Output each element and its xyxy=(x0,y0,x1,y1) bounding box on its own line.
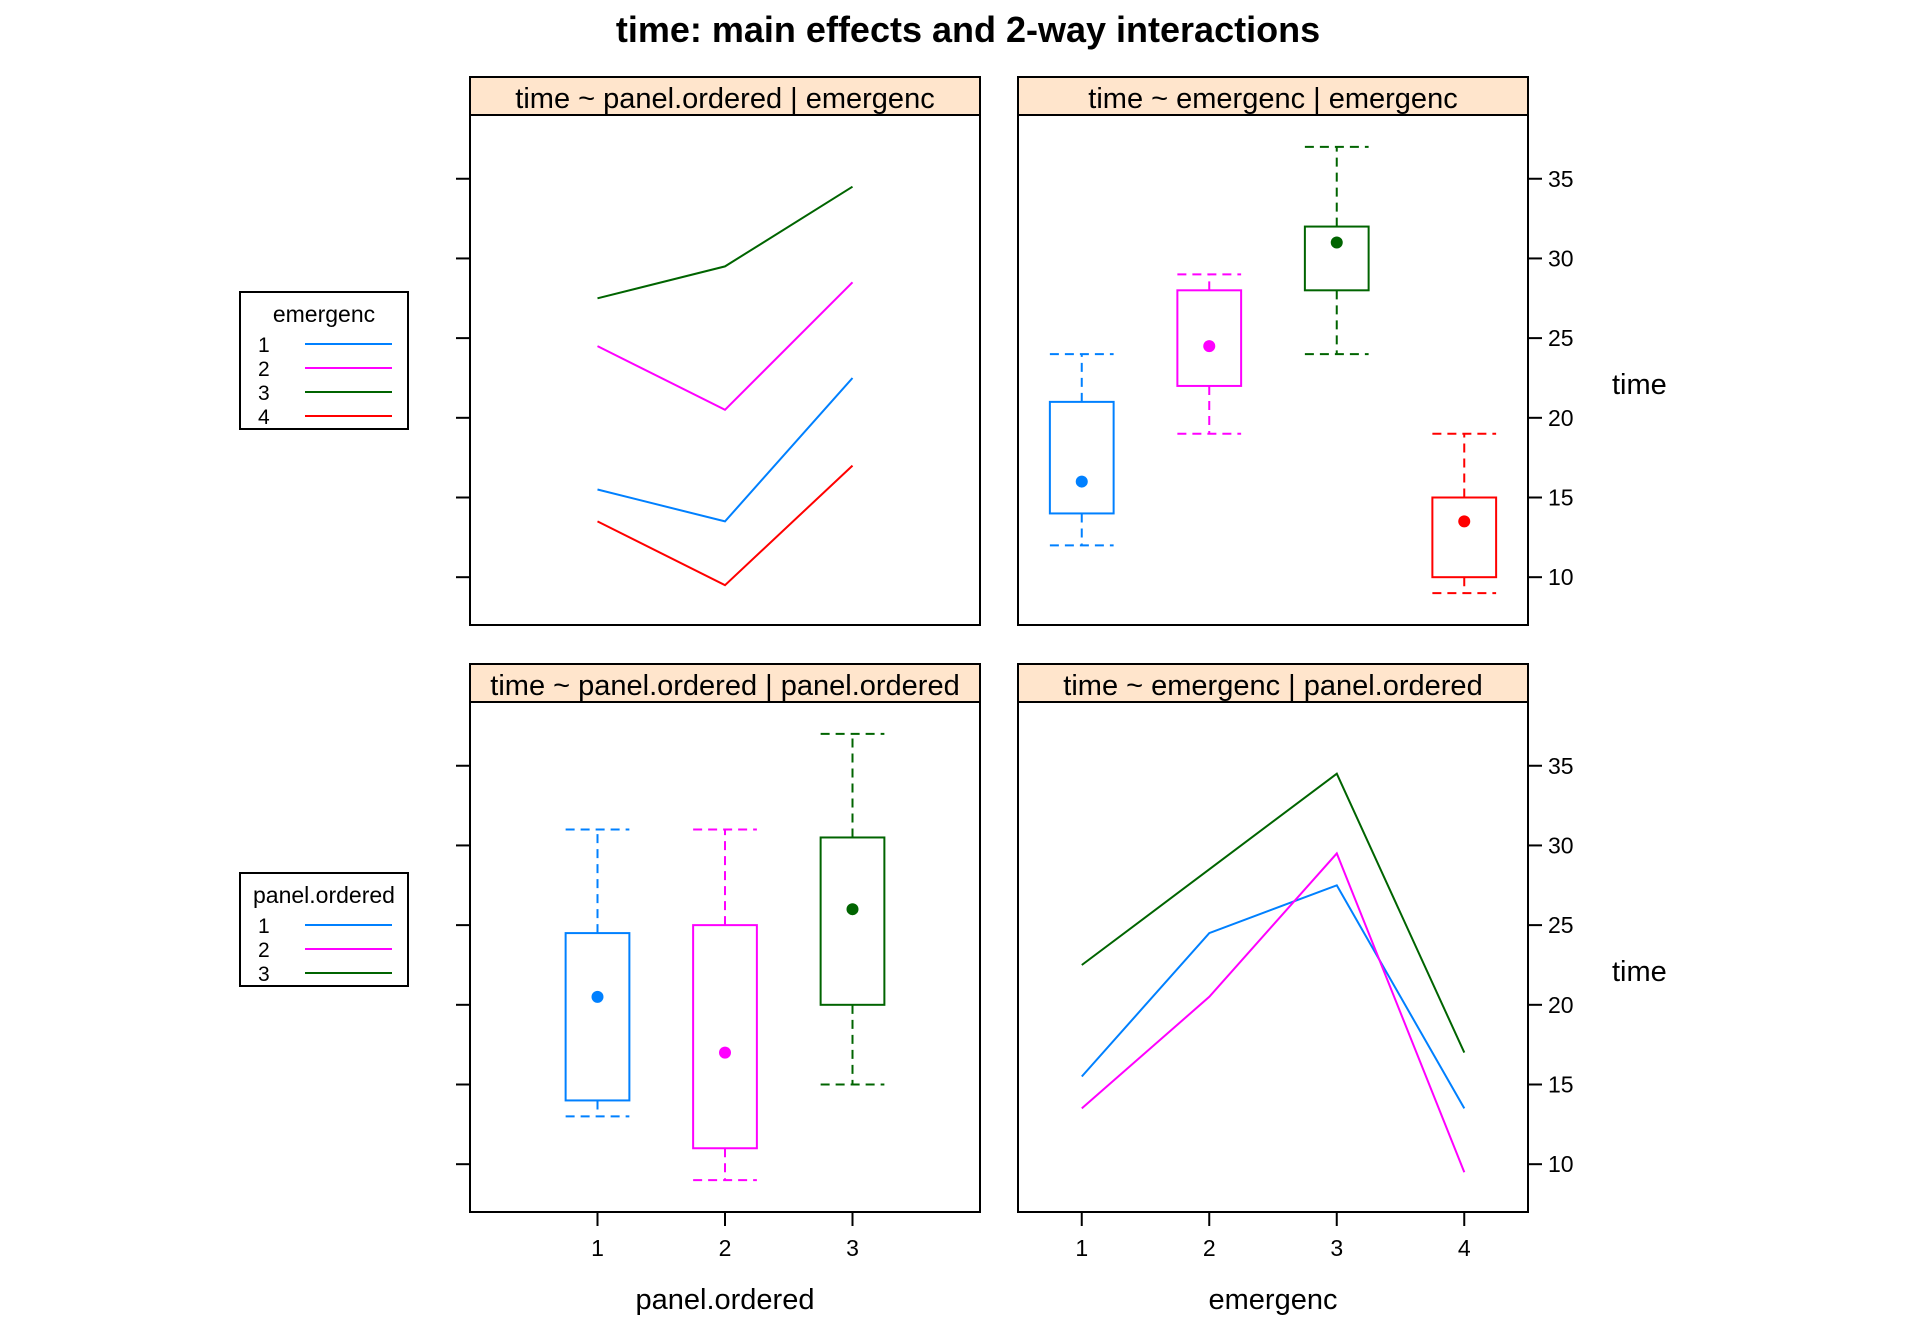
box-iqr xyxy=(1176,289,1243,387)
box-iqr xyxy=(819,836,886,1006)
y-tick-label: 20 xyxy=(1548,405,1574,431)
x-axis-label-right: emergenc xyxy=(1209,1284,1338,1316)
legend-item-label: 1 xyxy=(258,915,270,938)
chart-title: time: main effects and 2-way interaction… xyxy=(616,9,1320,50)
box-iqr xyxy=(1431,496,1498,579)
y-tick-label: 10 xyxy=(1548,1151,1574,1177)
x-tick-label: 4 xyxy=(1458,1235,1471,1261)
strip-background xyxy=(1017,76,1529,116)
legend-items: 123 xyxy=(258,915,392,986)
legend-item-label: 2 xyxy=(258,358,270,381)
panel-marks xyxy=(1081,772,1466,1173)
panel-frame xyxy=(469,701,981,1213)
strip-label: time ~ emergenc | emergenc xyxy=(1088,83,1457,115)
box-iqr xyxy=(1048,400,1115,515)
y-tick-label: 30 xyxy=(1548,832,1574,858)
y-tick-label: 15 xyxy=(1548,485,1574,511)
legend-item-label: 2 xyxy=(258,939,270,962)
strip-background xyxy=(1017,663,1529,703)
y-tick-label: 10 xyxy=(1548,564,1574,590)
y-tick-label: 25 xyxy=(1548,912,1574,938)
series-line-2 xyxy=(597,281,854,412)
legend-item-label: 1 xyxy=(258,334,270,357)
legend-item-label: 4 xyxy=(258,406,270,429)
median-point xyxy=(1203,340,1216,353)
panel-marks xyxy=(597,185,854,587)
x-tick-label: 2 xyxy=(1203,1235,1216,1261)
median-point xyxy=(1330,236,1343,249)
y-tick-label: 30 xyxy=(1548,245,1574,271)
median-point xyxy=(719,1046,731,1059)
legend-title: panel.ordered xyxy=(253,882,395,908)
y-tick-label: 15 xyxy=(1548,1072,1574,1098)
panel-marks xyxy=(1048,145,1498,595)
series-line-1 xyxy=(1081,884,1466,1109)
x-tick-label: 3 xyxy=(846,1235,859,1261)
panel-bottom-right: time ~ emergenc | panel.ordered xyxy=(1017,663,1529,1213)
strip-background xyxy=(469,76,981,116)
median-point xyxy=(591,990,604,1003)
median-point xyxy=(846,903,859,916)
median-point xyxy=(1458,515,1471,528)
y-tick-label: 35 xyxy=(1548,753,1574,779)
series-line-4 xyxy=(597,464,854,587)
y-tick-label: 20 xyxy=(1548,992,1574,1018)
x-tick-label: 2 xyxy=(719,1235,732,1261)
strip-label: time ~ panel.ordered | emergenc xyxy=(515,83,934,115)
x-tick-label: 1 xyxy=(591,1235,604,1261)
panel-marks xyxy=(564,732,886,1182)
box-iqr xyxy=(564,932,631,1102)
panel-frame xyxy=(469,114,981,626)
legend-item-label: 3 xyxy=(258,382,270,405)
y-tick-label: 35 xyxy=(1548,166,1574,192)
x-tick-label: 1 xyxy=(1075,1235,1088,1261)
series-line-3 xyxy=(1081,772,1466,1054)
y-axis-label-bottom: time xyxy=(1612,956,1667,988)
panel-frame xyxy=(1017,701,1529,1213)
panel-bottom-left: time ~ panel.ordered | panel.ordered xyxy=(469,663,981,1213)
strip-label: time ~ panel.ordered | panel.ordered xyxy=(490,670,959,702)
panel-frame xyxy=(1017,114,1529,626)
y-tick-label: 25 xyxy=(1548,325,1574,351)
box-iqr xyxy=(692,924,758,1150)
box-iqr xyxy=(1303,225,1370,292)
x-tick-label: 3 xyxy=(1330,1235,1343,1261)
panel-top-right: time ~ emergenc | emergenc xyxy=(1017,76,1529,626)
y-axis-label-top: time xyxy=(1612,369,1667,401)
series-line-2 xyxy=(1081,851,1466,1173)
legend-frame xyxy=(239,291,409,430)
series-line-1 xyxy=(597,377,854,523)
panel-top-left: time ~ panel.ordered | emergenc xyxy=(469,76,981,626)
legend-title: emergenc xyxy=(273,301,375,327)
legend-frame xyxy=(239,872,409,987)
series-line-3 xyxy=(597,185,854,300)
x-axis-label-left: panel.ordered xyxy=(636,1284,815,1316)
legend-item-label: 3 xyxy=(258,963,270,986)
median-point xyxy=(1075,475,1088,488)
legend-panel-ordered: panel.ordered 123 xyxy=(239,872,409,987)
strip-label: time ~ emergenc | panel.ordered xyxy=(1063,670,1482,702)
